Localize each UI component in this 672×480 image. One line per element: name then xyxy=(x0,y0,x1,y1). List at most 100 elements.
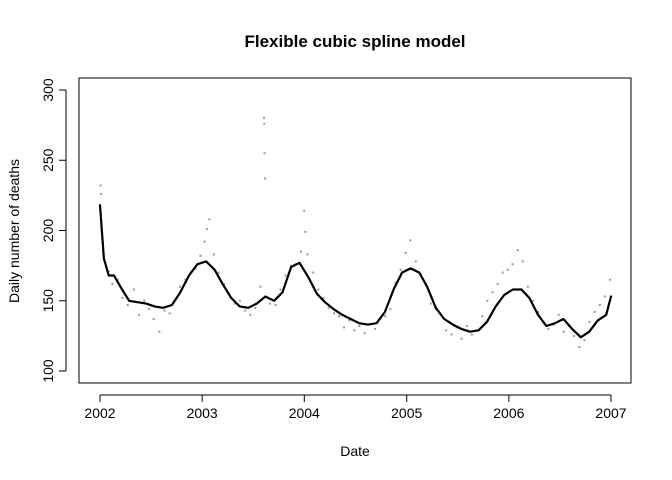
data-point xyxy=(588,320,591,323)
data-point xyxy=(573,334,576,337)
data-point xyxy=(100,193,103,195)
data-point xyxy=(547,327,550,330)
data-point xyxy=(212,253,215,256)
y-tick-label: 200 xyxy=(40,219,56,243)
data-point xyxy=(203,240,206,243)
data-point xyxy=(121,296,124,299)
data-point xyxy=(168,312,171,315)
y-tick-label: 300 xyxy=(40,78,56,102)
data-point xyxy=(598,304,601,306)
data-point xyxy=(578,346,581,349)
x-tick-label: 2002 xyxy=(84,405,115,421)
data-point xyxy=(429,302,432,305)
data-point xyxy=(152,318,155,320)
data-point xyxy=(269,302,272,305)
data-point xyxy=(531,299,534,302)
data-point xyxy=(317,288,320,291)
data-point xyxy=(217,271,220,274)
data-point xyxy=(99,184,102,187)
data-point xyxy=(521,260,524,263)
data-point xyxy=(205,228,208,231)
data-point xyxy=(470,333,473,336)
y-tick-label: 250 xyxy=(40,148,56,172)
data-point xyxy=(233,302,236,305)
x-tick-label: 2007 xyxy=(595,405,626,421)
data-point xyxy=(304,230,307,233)
data-point xyxy=(374,327,377,330)
data-point xyxy=(557,313,560,316)
data-point xyxy=(450,333,453,336)
y-axis: 100 150 200 250 300 xyxy=(40,78,67,383)
data-point xyxy=(537,311,540,313)
data-point xyxy=(608,278,611,281)
data-point xyxy=(312,271,315,274)
data-point xyxy=(306,253,309,256)
data-point xyxy=(481,315,484,318)
data-point xyxy=(179,285,181,288)
data-point xyxy=(279,288,282,291)
data-point xyxy=(394,281,397,284)
data-point xyxy=(259,285,262,288)
data-point xyxy=(263,117,265,120)
data-point xyxy=(353,329,356,332)
data-point xyxy=(199,254,202,257)
data-point xyxy=(593,311,596,313)
data-point xyxy=(506,268,509,271)
data-point xyxy=(496,282,499,285)
data-point xyxy=(137,313,140,316)
y-axis-label: Daily number of deaths xyxy=(6,159,22,303)
data-point xyxy=(389,308,392,311)
data-point xyxy=(284,274,287,277)
x-tick-label: 2004 xyxy=(289,405,320,421)
spline-line-layer xyxy=(98,204,613,339)
data-point xyxy=(404,252,407,254)
data-point xyxy=(263,122,266,125)
data-point xyxy=(348,319,351,322)
data-point xyxy=(384,315,387,318)
data-point xyxy=(562,330,565,333)
data-point xyxy=(583,339,586,342)
data-point xyxy=(460,337,463,340)
data-point xyxy=(163,309,166,312)
data-point xyxy=(465,325,468,327)
data-point xyxy=(126,304,129,306)
data-point xyxy=(184,278,187,281)
data-point xyxy=(289,264,292,267)
plot-frame xyxy=(78,77,632,384)
data-point xyxy=(148,308,150,311)
data-point xyxy=(263,152,266,155)
x-tick-label: 2006 xyxy=(493,405,524,421)
data-point xyxy=(208,218,211,221)
data-point xyxy=(409,239,412,242)
data-point xyxy=(501,271,504,274)
chart-title: Flexible cubic spline model xyxy=(244,32,465,51)
data-point xyxy=(603,295,606,298)
data-point xyxy=(223,282,225,285)
data-point xyxy=(254,306,257,309)
data-point xyxy=(327,306,330,309)
data-point xyxy=(333,312,335,315)
y-tick-label: 150 xyxy=(40,289,56,313)
data-point xyxy=(143,299,146,302)
spline-line xyxy=(98,204,613,339)
x-tick-label: 2005 xyxy=(391,405,422,421)
data-point xyxy=(491,291,494,294)
data-point xyxy=(414,260,417,263)
data-point xyxy=(158,330,161,333)
data-point xyxy=(303,209,306,212)
data-point xyxy=(399,268,402,271)
data-point xyxy=(526,285,529,288)
data-point xyxy=(299,250,302,253)
data-point xyxy=(111,282,114,285)
data-point xyxy=(338,315,340,318)
data-point xyxy=(107,270,110,273)
data-point xyxy=(274,304,277,306)
data-point xyxy=(486,299,489,302)
data-point xyxy=(511,263,514,266)
data-point xyxy=(249,313,252,316)
x-axis: 2002 2003 2004 2005 2006 2007 xyxy=(84,394,627,421)
data-point xyxy=(244,309,247,312)
data-point xyxy=(132,288,135,291)
